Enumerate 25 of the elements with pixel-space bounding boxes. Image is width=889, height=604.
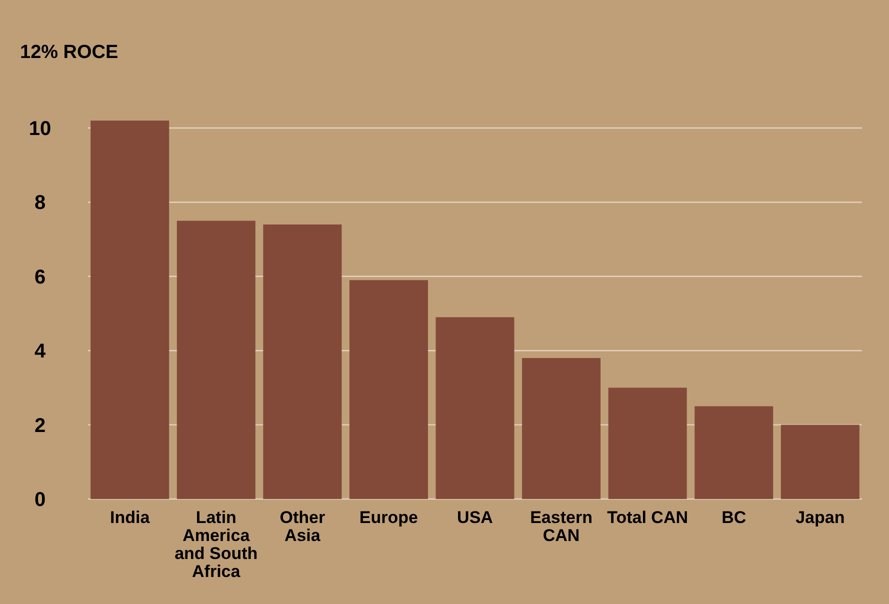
x-tick-label: Total CAN	[607, 508, 688, 527]
y-tick-label: 6	[34, 266, 46, 288]
bar	[780, 424, 860, 499]
bar	[436, 317, 514, 499]
x-tick-label: India	[110, 508, 150, 527]
y-tick-label: 10	[28, 118, 52, 140]
x-tick-label: Eastern CAN	[530, 508, 592, 545]
x-tick-label: BC	[722, 508, 746, 527]
bar	[694, 406, 774, 499]
bar	[522, 358, 601, 499]
y-tick-label: 4	[34, 340, 46, 363]
x-tick-label: Japan	[796, 508, 845, 527]
x-tick-label: Other Asia	[280, 508, 326, 545]
bar	[90, 120, 170, 499]
chart-title: 12% ROCE	[20, 42, 118, 63]
y-tick-label: 0	[34, 489, 46, 511]
bar	[263, 224, 342, 499]
bar	[176, 220, 256, 499]
bar	[608, 388, 687, 499]
x-tick-label: Latin America and South Africa	[174, 508, 258, 581]
y-tick-label: 8	[34, 192, 46, 214]
x-tick-label: USA	[457, 508, 493, 527]
x-tick-label: Europe	[359, 508, 418, 527]
bar	[349, 280, 428, 499]
y-tick-label: 2	[34, 414, 46, 437]
